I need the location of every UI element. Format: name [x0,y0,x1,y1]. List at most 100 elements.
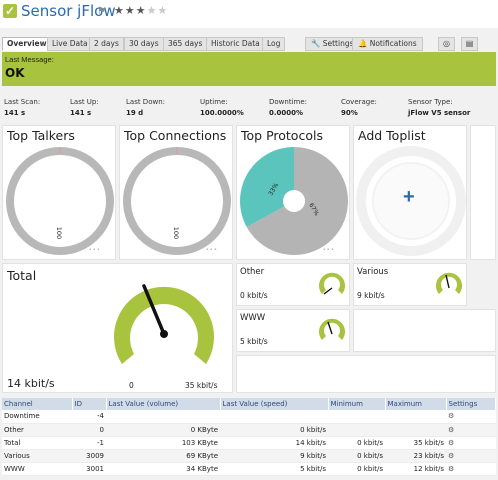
page-title: Sensor jFlow [21,2,116,20]
panel-tools-icon[interactable]: ▪▪▪ [89,247,102,253]
total-value: 14 kbit/s [7,377,55,390]
cell-channel: Other [2,423,72,437]
table-row: Downtime -4 ⚙ [2,410,496,424]
cell-volume: 0 KByte [106,423,220,437]
tab-overview[interactable]: Overview [2,37,52,51]
sensor-header [0,0,498,28]
stat-value-downtime: 0.0000% [269,109,304,117]
cell-speed: 0 kbit/s [220,423,328,437]
gauge-max-label: 35 kbit/s [185,381,218,390]
tab-365-days[interactable]: 365 days [163,37,208,51]
settings-button[interactable]: 🔧 Settings [305,37,360,51]
col-maximum[interactable]: Maximum [385,398,447,410]
tab-historic-data[interactable]: Historic Data [206,37,265,51]
cell-volume: 69 KByte [106,449,220,463]
wrench-icon: 🔧 [311,39,321,48]
channel-gauge-www[interactable]: WWW 5 kbit/s [236,309,350,352]
last-message-text: OK [5,66,25,80]
star-icon[interactable]: ★ [146,5,158,17]
last-message-box [2,52,496,86]
talkers-ring [6,147,114,255]
connections-ring [123,147,231,255]
stat-value-last-down: 19 d [126,109,144,117]
toplist-title: Add Toplist [358,128,426,143]
cell-channel: WWW [2,462,72,476]
cell-min: 0 kbit/s [328,462,385,476]
col-volume[interactable]: Last Value (volume) [106,398,221,410]
stat-label-downtime: Downtime: [269,98,308,106]
cell-id: 0 [72,423,106,437]
stat-value-last-up: 141 s [70,109,92,117]
cell-max: 35 kbit/s [385,436,446,450]
col-channel[interactable]: Channel [2,398,73,410]
stat-value-uptime: 100.0000% [200,109,244,117]
total-gauge [114,284,214,364]
cell-channel: Various [2,449,72,463]
star-icon[interactable]: ★ [124,5,136,17]
gear-icon[interactable]: ⚙ [448,425,455,434]
toplist-top-connections[interactable]: Top Connections 100 ▪▪▪ [119,125,233,260]
empty-panel [353,309,496,352]
gear-icon[interactable]: ⚙ [448,464,455,473]
table-row: Other 0 0 KByte 0 kbit/s ⚙ [2,423,496,437]
last-message-label: Last Message: [5,55,54,64]
stat-label-last-up: Last Up: [70,98,99,106]
channel-gauge-other[interactable]: Other 0 kbit/s [236,263,350,306]
add-icon[interactable]: + [403,186,415,208]
star-icon[interactable]: ★ [135,5,147,17]
channel-name: WWW [240,313,266,323]
total-gauge-panel[interactable]: Total 0 35 kbit/s 14 kbit/s [2,263,233,393]
channel-name: Other [240,267,265,277]
cell-channel: Total [2,436,72,450]
tab-log[interactable]: Log [262,37,286,51]
ring-label: 100 [172,226,181,240]
table-row: WWW 3001 34 KByte 5 kbit/s 0 kbit/s 12 k… [2,462,496,476]
priority-stars[interactable]: ★★★★★ [114,4,168,17]
tab-30-days[interactable]: 30 days [124,37,164,51]
www-mini-gauge [319,318,345,340]
gauge-needle [142,284,166,336]
stat-label-coverage: Coverage: [341,98,377,106]
channel-value: 5 kbit/s [240,337,268,346]
toplist-top-talkers[interactable]: Top Talkers 100 ▪▪▪ [2,125,116,260]
toplist-title: Top Connections [124,128,227,143]
star-icon[interactable]: ★ [114,5,125,17]
stat-label-last-scan: Last Scan: [4,98,41,106]
add-toplist-panel[interactable]: Add Toplist + [353,125,467,260]
tab-live-data[interactable]: Live Data [47,37,93,51]
ring-label: 100 [55,226,64,240]
gear-icon[interactable]: ⚙ [448,412,455,421]
notifications-button[interactable]: 🔔 Notifications [352,37,423,51]
channel-table: Channel ID Last Value (volume) Last Valu… [2,398,496,476]
cell-speed: 5 kbit/s [220,462,328,476]
empty-panel [236,355,496,393]
channel-name: Various [357,267,389,277]
star-icon[interactable]: ★ [157,5,169,17]
col-id[interactable]: ID [72,398,107,410]
gear-icon[interactable]: ⚙ [448,451,455,460]
channel-value: 0 kbit/s [240,291,268,300]
panel-tools-icon[interactable]: ▪▪▪ [323,247,336,253]
ticket-icon[interactable]: ◎ [438,37,455,51]
stat-label-uptime: Uptime: [200,98,228,106]
menu-icon[interactable]: ▤ [461,37,478,51]
bell-icon: 🔔 [358,39,368,48]
various-mini-gauge [436,272,462,294]
table-row: Total -1 103 KByte 14 kbit/s 0 kbit/s 35… [2,436,496,450]
tab-2-days[interactable]: 2 days [89,37,124,51]
cell-id: -1 [72,436,106,450]
col-speed[interactable]: Last Value (speed) [220,398,329,410]
cell-min: 0 kbit/s [328,449,385,463]
gauge-min-label: 0 [129,381,134,390]
cell-speed: 14 kbit/s [220,436,328,450]
stat-value-last-scan: 141 s [4,109,26,117]
channel-gauge-various[interactable]: Various 9 kbit/s [353,263,467,306]
cell-volume: 103 KByte [106,436,220,450]
gear-icon[interactable]: ⚙ [448,438,455,447]
flag-icon[interactable]: ⚑ [97,6,106,17]
toplist-top-protocols[interactable]: Top Protocols 33% 67% ▪▪▪ [236,125,350,260]
panel-tools-icon[interactable]: ▪▪▪ [206,247,219,253]
toplist-title: Top Talkers [7,128,75,143]
col-minimum[interactable]: Minimum [328,398,386,410]
stat-label-sensor-type: Sensor Type: [408,98,453,106]
